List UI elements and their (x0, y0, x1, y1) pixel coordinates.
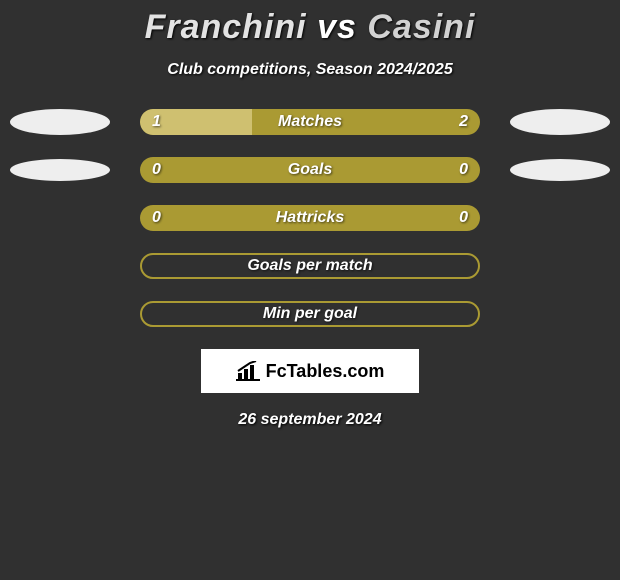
stat-bar-matches: 1 Matches 2 (140, 109, 480, 135)
stat-right-value: 0 (459, 209, 468, 227)
stat-label: Goals per match (247, 257, 372, 275)
stat-bar-goals: 0 Goals 0 (140, 157, 480, 183)
date-text: 26 september 2024 (238, 411, 381, 429)
subtitle: Club competitions, Season 2024/2025 (167, 61, 452, 79)
stat-left-value: 0 (152, 161, 161, 179)
avatar-player2 (510, 109, 610, 135)
stat-label: Min per goal (263, 305, 357, 323)
stat-row: Min per goal (0, 301, 620, 327)
stat-label: Hattricks (276, 209, 344, 227)
chart-icon (236, 361, 260, 381)
stat-bar-min-per-goal: Min per goal (140, 301, 480, 327)
stat-right-value: 2 (459, 113, 468, 131)
stat-bar-hattricks: 0 Hattricks 0 (140, 205, 480, 231)
stat-right-value: 0 (459, 161, 468, 179)
title-vs: vs (317, 8, 357, 46)
stat-row: 0 Goals 0 (0, 157, 620, 183)
stat-row: 1 Matches 2 (0, 109, 620, 135)
brand-logo[interactable]: FcTables.com (201, 349, 419, 393)
page-title: Franchini vs Casini (145, 8, 476, 47)
stat-label: Matches (278, 113, 342, 131)
stat-left-value: 1 (152, 113, 161, 131)
stat-label: Goals (288, 161, 332, 179)
root: Franchini vs Casini Club competitions, S… (0, 0, 620, 429)
stat-left-value: 0 (152, 209, 161, 227)
title-player2: Casini (367, 8, 475, 46)
avatar-player2 (510, 159, 610, 181)
stat-bar-goals-per-match: Goals per match (140, 253, 480, 279)
title-player1: Franchini (145, 8, 307, 46)
brand-text: FcTables.com (266, 361, 385, 382)
stat-rows: 1 Matches 2 0 Goals 0 0 Hattricks 0 (0, 109, 620, 327)
avatar-player1 (10, 159, 110, 181)
stat-row: Goals per match (0, 253, 620, 279)
stat-row: 0 Hattricks 0 (0, 205, 620, 231)
avatar-player1 (10, 109, 110, 135)
